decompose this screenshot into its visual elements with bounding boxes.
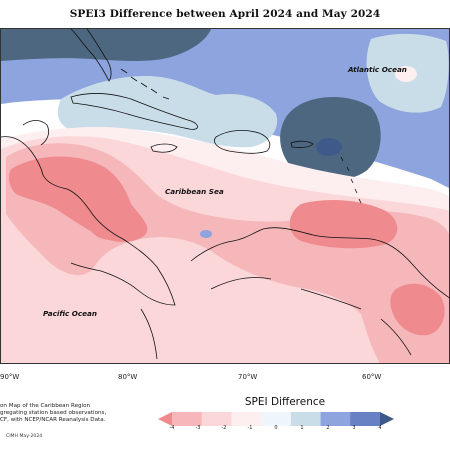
legend-tick-label: 4 bbox=[378, 425, 382, 431]
legend-colorbar bbox=[158, 412, 394, 426]
legend-segment bbox=[290, 412, 322, 426]
caption-line-2: gregating station based observations, bbox=[0, 410, 107, 416]
legend-tick-label: -2 bbox=[221, 425, 227, 431]
caption-line-3: CF, with NCEP/NCAR Reanalysis Data. bbox=[0, 417, 106, 423]
lesser-antilles bbox=[340, 156, 362, 204]
legend-tick-label: 3 bbox=[352, 425, 356, 431]
south-america-coast bbox=[190, 227, 449, 299]
florida-coast bbox=[70, 29, 112, 82]
panama-blue-spot bbox=[200, 230, 212, 238]
pacific-ocean-label: Pacific Ocean bbox=[43, 309, 98, 318]
legend-tick-label: 0 bbox=[274, 425, 278, 431]
legend-segment bbox=[172, 412, 203, 426]
puerto-rico-coast bbox=[290, 140, 314, 148]
central-america-coast bbox=[1, 136, 176, 306]
coastlines bbox=[1, 29, 449, 360]
caribbean-sea-label: Caribbean Sea bbox=[165, 187, 224, 196]
lon-tick-90w: 90°W bbox=[0, 373, 20, 381]
map-panel[interactable]: Atlantic Ocean Caribbean Sea Pacific Oce… bbox=[0, 28, 450, 364]
map-title: SPEI3 Difference between April 2024 and … bbox=[69, 8, 381, 20]
legend-segment bbox=[320, 412, 351, 426]
credit-text: CIMH May-2024 bbox=[6, 434, 43, 439]
legend-segment bbox=[231, 412, 262, 426]
legend-segments bbox=[172, 412, 381, 426]
jamaica-coast bbox=[150, 143, 178, 153]
legend-tick-label: 1 bbox=[300, 425, 304, 431]
antilles-darkest-spot bbox=[316, 138, 342, 156]
legend-tick-label: -4 bbox=[169, 425, 175, 431]
legend-segment bbox=[201, 412, 232, 426]
yucatan-coast bbox=[22, 120, 49, 146]
guianas-red-core bbox=[390, 283, 445, 336]
cuba-coast bbox=[70, 93, 198, 130]
bahamas bbox=[120, 68, 170, 100]
spei-map bbox=[1, 29, 449, 363]
legend-tick-label: -3 bbox=[195, 425, 201, 431]
lon-tick-60w: 60°W bbox=[362, 373, 382, 381]
lon-tick-80w: 80°W bbox=[118, 373, 138, 381]
caption-line-1: on Map of the Caribbean Region bbox=[0, 403, 91, 409]
inland-borders bbox=[140, 277, 412, 360]
bahamas-light-band bbox=[57, 75, 278, 148]
legend-tick-label: 2 bbox=[326, 425, 330, 431]
legend-segment bbox=[350, 412, 381, 426]
atlantic-ocean-label: Atlantic Ocean bbox=[348, 65, 407, 74]
venezuela-red-core bbox=[289, 199, 398, 249]
hispaniola-coast bbox=[214, 129, 271, 154]
lon-tick-70w: 70°W bbox=[238, 373, 258, 381]
legend-left-arrow bbox=[158, 412, 172, 426]
honduras-red-core bbox=[89, 208, 133, 240]
legend-title: SPEI Difference bbox=[244, 396, 326, 408]
gulf-dark-patch bbox=[1, 29, 211, 61]
atlantic-pale-spot bbox=[395, 66, 417, 82]
legend-right-arrow bbox=[380, 412, 394, 426]
legend-tick-label: -1 bbox=[247, 425, 253, 431]
legend-segment bbox=[261, 412, 292, 426]
map-caption: on Map of the Caribbean Region gregating… bbox=[0, 403, 150, 424]
